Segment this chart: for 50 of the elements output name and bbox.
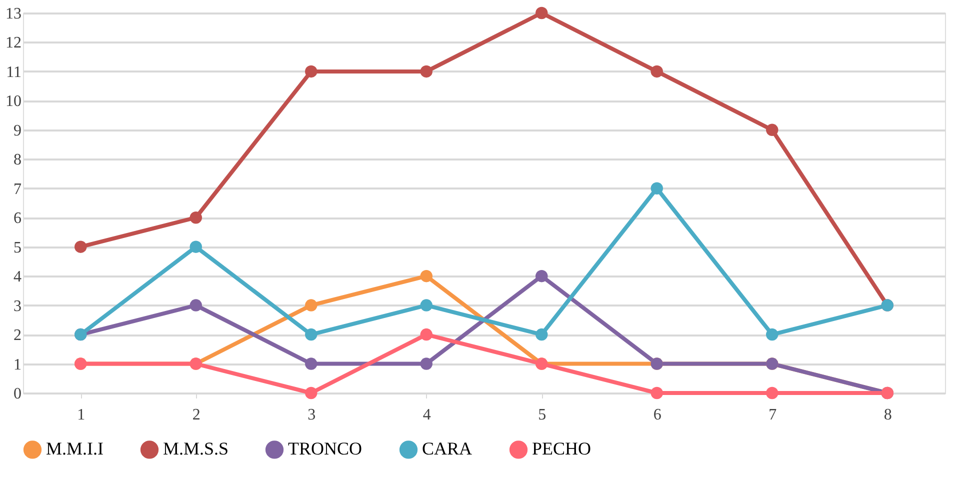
point	[536, 6, 548, 20]
y-tick-label: 12	[6, 34, 22, 52]
point	[650, 65, 663, 78]
y-tick-label: 13	[6, 6, 22, 22]
x-tick-label: 2	[192, 406, 200, 424]
point	[420, 65, 432, 78]
y-tick-label: 7	[14, 180, 22, 198]
point	[420, 299, 432, 312]
x-tick-label: 8	[884, 406, 892, 424]
point	[420, 358, 432, 370]
point	[190, 240, 202, 253]
y-tick-label: 0	[14, 386, 22, 402]
y-tick-label: 8	[14, 152, 22, 169]
point	[305, 328, 318, 341]
legend-label: M.M.I.I	[46, 438, 104, 459]
legend-label: TRONCO	[288, 438, 362, 459]
point	[74, 240, 87, 253]
x-tick-label: 3	[308, 406, 316, 424]
point	[420, 328, 432, 341]
y-tick-label: 9	[14, 122, 22, 140]
legend-label: PECHO	[532, 438, 592, 459]
point	[766, 386, 778, 400]
x-tick-label: 7	[768, 406, 777, 424]
y-tick-label: 6	[14, 210, 22, 228]
point	[536, 270, 548, 282]
point	[650, 386, 663, 400]
y-tick-label: 10	[6, 93, 22, 110]
legend-label: M.M.S.S	[163, 438, 229, 459]
point	[420, 270, 432, 282]
point	[190, 212, 202, 224]
x-tick-label: 6	[653, 406, 662, 424]
x-tick-label: 5	[538, 406, 546, 424]
point	[305, 386, 318, 400]
y-tick-label: 4	[14, 268, 22, 286]
y-tick-label: 5	[14, 239, 22, 256]
point	[190, 299, 202, 312]
y-tick-label: 2	[14, 327, 22, 344]
point	[305, 299, 318, 312]
y-tick-label: 3	[14, 298, 22, 315]
point	[650, 182, 663, 194]
y-tick-label: 1	[14, 356, 22, 374]
point	[305, 65, 318, 78]
point	[536, 328, 548, 341]
point	[305, 358, 318, 370]
point	[766, 124, 778, 136]
legend-label: CARA	[422, 438, 472, 459]
x-tick-label: 1	[77, 406, 86, 424]
point	[766, 328, 778, 341]
x-tick-label: 4	[422, 406, 431, 424]
y-tick-label: 11	[6, 64, 22, 81]
